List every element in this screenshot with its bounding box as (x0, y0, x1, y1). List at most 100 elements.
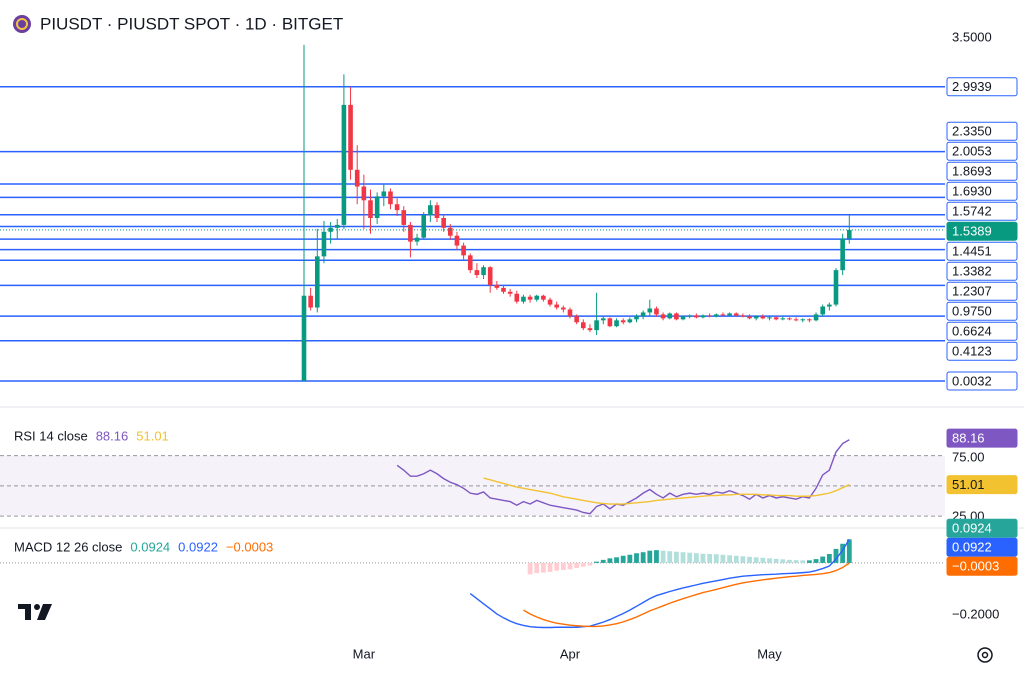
candle-body (514, 293, 520, 302)
histogram-bar (773, 558, 779, 563)
histogram-bar (667, 551, 673, 563)
candle-body (354, 169, 360, 187)
price-label: 1.6930 (952, 184, 992, 199)
settings-button[interactable] (977, 647, 993, 663)
candle-body (434, 205, 440, 219)
candle-body (341, 104, 347, 225)
price-label-box (946, 161, 1018, 181)
candle-body (640, 312, 646, 317)
candle-body (840, 238, 845, 271)
histogram-bar (846, 539, 852, 563)
histogram-bar (567, 562, 573, 570)
histogram-bar (580, 562, 586, 567)
candle-body (767, 317, 772, 319)
candle-body (461, 245, 466, 256)
histogram-bar (800, 560, 806, 563)
candle-body (567, 309, 573, 317)
price-label: 0.0032 (952, 373, 992, 388)
price-label-box (946, 301, 1018, 321)
histogram-bar (707, 553, 713, 563)
candle-body (467, 255, 473, 271)
histogram-bar (753, 557, 759, 563)
histogram-bar (780, 559, 786, 563)
candle-body (554, 304, 559, 308)
histogram-bar (587, 562, 593, 566)
histogram-bar (693, 553, 699, 563)
candle-body (374, 196, 380, 219)
price-label-box (946, 77, 1018, 97)
candle-body (487, 267, 493, 285)
candle-body (793, 319, 799, 321)
price-label-box (946, 261, 1018, 281)
histogram-bar (560, 562, 566, 571)
candle-body (594, 320, 599, 331)
indicator-value: 88.16 (96, 428, 129, 443)
candle-body (627, 319, 633, 323)
price-label: 1.2307 (952, 284, 992, 299)
candle-body (301, 295, 307, 381)
histogram-bar (813, 559, 819, 563)
price-label: 2.3350 (952, 124, 992, 139)
histogram-bar (747, 556, 752, 563)
histogram-bar (634, 553, 639, 563)
chart-title: PIUSDT · PIUSDT SPOT · 1D · BITGET (40, 14, 343, 33)
candle-body (833, 270, 839, 305)
candle-body (441, 218, 446, 228)
candle-body (414, 237, 420, 242)
indicator-title: MACD 12 26 close (14, 539, 122, 554)
price-label-box (946, 321, 1018, 341)
candle-body (600, 318, 606, 321)
histogram-bar (733, 555, 739, 563)
price-label-box (946, 341, 1018, 361)
candle-body (315, 256, 320, 308)
candle-body (574, 316, 579, 323)
price-label-box (946, 556, 1018, 576)
indicator-title: RSI 14 close (14, 428, 88, 443)
histogram-bar (674, 551, 679, 563)
price-label: 0.0924 (952, 521, 992, 536)
histogram-bar (807, 560, 812, 563)
x-tick-label: Apr (560, 646, 581, 661)
price-label-box (946, 221, 1018, 241)
x-tick-label: May (757, 646, 782, 661)
candle-body (707, 315, 712, 317)
price-label: 1.4451 (952, 244, 992, 259)
candle-body (827, 304, 832, 307)
price-label-box (946, 428, 1018, 448)
price-label-box (946, 181, 1018, 201)
price-label: 0.6624 (952, 324, 992, 339)
tradingview-logo[interactable] (18, 604, 52, 620)
candle-body (714, 314, 719, 317)
indicator-value: 51.01 (136, 428, 169, 443)
price-label-box (946, 141, 1018, 161)
candle-body (720, 314, 726, 316)
histogram-bar (820, 556, 826, 563)
candle-body (534, 295, 540, 300)
signal-line (523, 562, 850, 628)
candle-body (727, 313, 732, 316)
price-label: 88.16 (952, 431, 985, 446)
indicator-value: 0.0924 (130, 539, 170, 554)
candle-body (521, 296, 526, 302)
histogram-bar (660, 550, 666, 563)
price-label: 2.9939 (952, 79, 992, 94)
candle-body (581, 322, 586, 329)
candle-body (687, 315, 692, 317)
candle-body (607, 318, 613, 327)
candle-body (334, 224, 340, 228)
histogram-bar (607, 558, 613, 563)
candle-body (421, 215, 426, 238)
candle-body (408, 224, 413, 242)
candle-body (747, 316, 752, 319)
histogram-bar (700, 553, 706, 563)
candle-body (780, 318, 786, 320)
candle-body (401, 210, 407, 225)
candle-body (733, 313, 739, 316)
histogram-bar (614, 557, 619, 563)
histogram-bar (574, 562, 580, 569)
indicator-value: −0.0003 (226, 539, 273, 554)
price-label: 51.01 (952, 477, 985, 492)
histogram-bar (541, 562, 546, 573)
